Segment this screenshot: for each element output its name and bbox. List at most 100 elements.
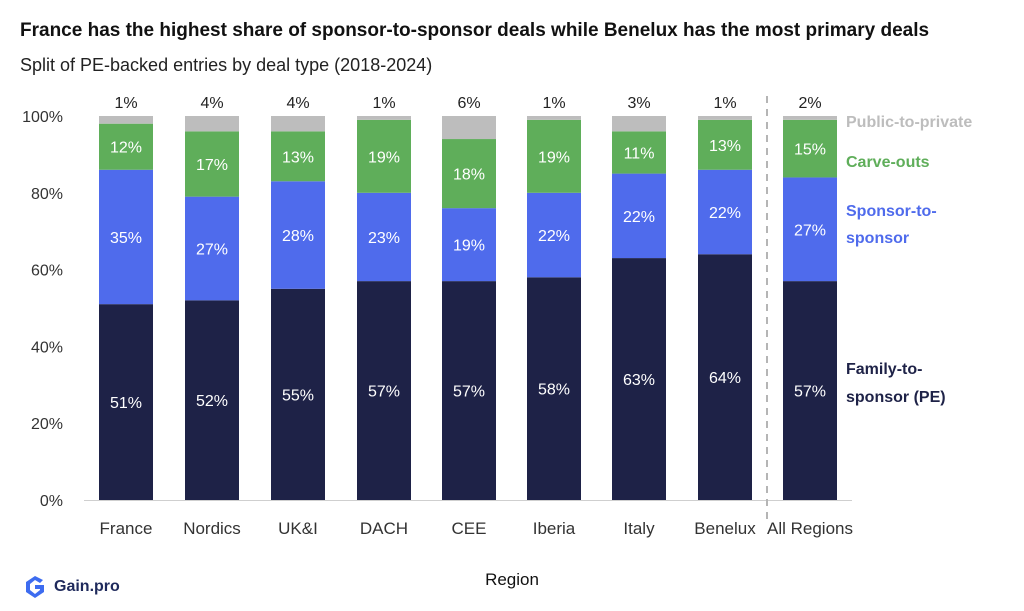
bar-segment: [698, 169, 752, 255]
data-label: 1%: [713, 95, 736, 112]
data-label: 55%: [282, 387, 314, 404]
legend-label: Carve-outs: [846, 154, 930, 171]
y-tick-label: 80%: [31, 186, 63, 203]
x-axis-label: Region: [485, 570, 539, 589]
data-label: 12%: [110, 140, 142, 157]
x-tick-label: Italy: [623, 519, 655, 538]
legend-label: sponsor (PE): [846, 389, 946, 406]
data-label: 1%: [114, 95, 137, 112]
bar-segment: [271, 131, 325, 182]
chart-subtitle: Split of PE-backed entries by deal type …: [20, 55, 433, 75]
y-tick-label: 60%: [31, 263, 63, 280]
bar-segment: [612, 131, 666, 174]
gain-pro-logo-icon: [26, 576, 44, 598]
y-tick-label: 100%: [22, 109, 63, 126]
data-label: 52%: [196, 393, 228, 410]
data-label: 4%: [200, 95, 223, 112]
data-label: 15%: [794, 142, 826, 159]
data-label: 51%: [110, 395, 142, 412]
legend: Family-to-sponsor (PE) Sponsor-to-sponsor…: [846, 114, 972, 406]
data-label: 11%: [624, 145, 655, 162]
bar-segment: [271, 116, 325, 132]
data-label: 58%: [538, 382, 570, 399]
bars-layer: 51% 35% 12% 1% 52% 27% 17% 4% 55% 28% 13% 4% 57% 23% 1…: [99, 95, 837, 500]
bar-segment: [527, 192, 581, 278]
bar-segment: [783, 119, 837, 178]
bar-segment: [783, 281, 837, 500]
x-tick-label: DACH: [360, 519, 408, 538]
data-label: 57%: [794, 384, 826, 401]
bar-segment: [783, 177, 837, 282]
data-label: 27%: [794, 222, 826, 239]
data-label: 6%: [457, 95, 480, 112]
data-label: 19%: [538, 149, 570, 166]
brand-logo[interactable]: Gain.pro: [22, 574, 120, 600]
data-label: 22%: [709, 205, 741, 222]
legend-label: Public-to-private: [846, 114, 972, 131]
x-tick-label: UK&I: [278, 519, 318, 538]
y-tick-label: 40%: [31, 339, 63, 356]
x-axis: France Nordics UK&I DACH CEE Iberia Italy Benel…: [100, 519, 853, 538]
y-axis: 0% 20% 40% 60% 80% 100%: [22, 96, 852, 520]
data-label: 22%: [538, 228, 570, 245]
data-label: 63%: [623, 372, 655, 389]
bar-segment: [612, 116, 666, 132]
data-label: 28%: [282, 228, 314, 245]
data-label: 17%: [196, 157, 228, 174]
bar-segment: [698, 116, 752, 120]
bar-segment: [185, 131, 239, 197]
bar-segment: [698, 119, 752, 170]
data-label: 3%: [627, 95, 650, 112]
bar-segment: [527, 116, 581, 120]
bar-segment: [185, 116, 239, 132]
bar-segment: [357, 192, 411, 282]
data-label: 57%: [453, 384, 485, 401]
bar-segment: [271, 288, 325, 500]
bar-segment: [357, 119, 411, 193]
bar-segment: [357, 116, 411, 120]
data-label: 19%: [368, 149, 400, 166]
data-label: 13%: [709, 138, 741, 155]
x-tick-label: Iberia: [533, 519, 576, 538]
bar-segment: [99, 304, 153, 500]
data-label: 18%: [453, 167, 485, 184]
data-label: 27%: [196, 241, 228, 258]
bar-segment: [99, 116, 153, 124]
data-label: 23%: [368, 230, 400, 247]
chart-title: France has the highest share of sponsor-…: [20, 20, 930, 41]
bar-segment: [442, 281, 496, 500]
bar-segment: [99, 123, 153, 170]
x-tick-label: All Regions: [767, 519, 853, 538]
bar-segment: [99, 169, 153, 305]
bar-segment: [527, 277, 581, 500]
data-label: 57%: [368, 384, 400, 401]
x-tick-label: France: [100, 519, 153, 538]
x-tick-label: Nordics: [183, 519, 241, 538]
bar-segment: [442, 208, 496, 282]
bar-segment: [612, 258, 666, 500]
bar-segment: [185, 196, 239, 301]
data-label: 64%: [709, 370, 741, 387]
x-tick-label: CEE: [452, 519, 487, 538]
bar-segment: [698, 254, 752, 500]
brand-name: Gain.pro: [54, 578, 120, 595]
bar-segment: [442, 139, 496, 209]
data-label: 1%: [372, 95, 395, 112]
legend-label: Family-to-: [846, 361, 922, 378]
bar-segment: [442, 116, 496, 140]
bar-segment: [271, 181, 325, 289]
legend-label: sponsor: [846, 230, 909, 247]
data-label: 22%: [623, 209, 655, 226]
y-tick-label: 0%: [40, 493, 63, 510]
y-tick-label: 20%: [31, 416, 63, 433]
bar-segment: [612, 173, 666, 259]
data-label: 1%: [542, 95, 565, 112]
x-tick-label: Benelux: [694, 519, 756, 538]
data-label: 19%: [453, 238, 485, 255]
bar-segment: [527, 119, 581, 193]
bar-segment: [185, 300, 239, 500]
bar-segment: [783, 116, 837, 120]
data-label: 35%: [110, 230, 142, 247]
data-label: 4%: [286, 95, 309, 112]
